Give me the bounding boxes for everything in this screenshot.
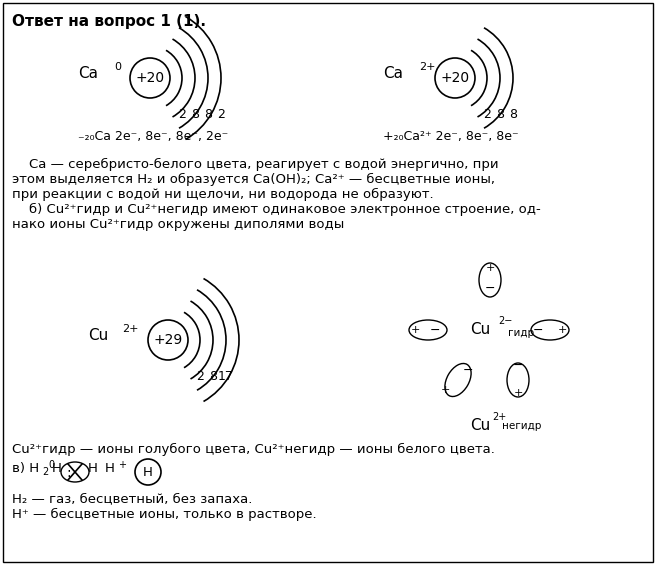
Text: +: + <box>440 385 449 395</box>
Text: H₂ — газ, бесцветный, без запаха.: H₂ — газ, бесцветный, без запаха. <box>12 492 253 505</box>
Text: 8: 8 <box>509 108 517 121</box>
Text: Са — серебристо-белого цвета, реагирует с водой энергично, при: Са — серебристо-белого цвета, реагирует … <box>12 158 499 171</box>
Text: негидр: негидр <box>502 421 541 431</box>
Text: 2: 2 <box>196 370 204 383</box>
Text: 8: 8 <box>209 370 217 383</box>
Text: 8: 8 <box>204 108 212 121</box>
Text: +29: +29 <box>154 333 182 347</box>
Text: 2: 2 <box>483 108 491 121</box>
Text: при реакции с водой ни щелочи, ни водорода не образуют.: при реакции с водой ни щелочи, ни водоро… <box>12 188 434 201</box>
Text: 0: 0 <box>114 62 121 72</box>
Text: 2: 2 <box>178 108 186 121</box>
Text: этом выделяется H₂ и образуется Ca(OH)₂; Ca²⁺ — бесцветные ионы,: этом выделяется H₂ и образуется Ca(OH)₂;… <box>12 173 495 186</box>
Text: −: − <box>533 324 543 337</box>
Text: 0: 0 <box>48 460 54 470</box>
Text: +: + <box>485 263 495 273</box>
Text: H⁺ — бесцветные ионы, только в растворе.: H⁺ — бесцветные ионы, только в растворе. <box>12 508 317 521</box>
Text: 2+: 2+ <box>122 324 138 334</box>
Text: 8: 8 <box>191 108 199 121</box>
Text: Ca: Ca <box>383 67 403 81</box>
Text: +: + <box>558 325 567 335</box>
Text: 8: 8 <box>496 108 504 121</box>
Text: 2: 2 <box>217 108 225 121</box>
Text: 2: 2 <box>42 467 49 477</box>
Text: 2+: 2+ <box>492 412 506 422</box>
Text: Cu: Cu <box>470 418 490 433</box>
Text: 2+: 2+ <box>419 62 436 72</box>
Text: +: + <box>410 325 420 335</box>
Text: нако ионы Cu²⁺гидр окружены диполями воды: нако ионы Cu²⁺гидр окружены диполями вод… <box>12 218 344 231</box>
Text: гидр: гидр <box>508 328 534 338</box>
Text: Cu²⁺гидр — ионы голубого цвета, Cu²⁺негидр — ионы белого цвета.: Cu²⁺гидр — ионы голубого цвета, Cu²⁺неги… <box>12 443 495 456</box>
Text: 17: 17 <box>218 370 234 383</box>
Text: −: − <box>485 281 495 294</box>
Text: H: H <box>143 466 153 479</box>
Text: в) H: в) H <box>12 462 39 475</box>
Text: Cu: Cu <box>470 323 490 337</box>
Text: :: : <box>67 466 72 480</box>
Text: H: H <box>88 462 98 475</box>
Text: −: − <box>513 359 523 372</box>
Text: 2−: 2− <box>498 316 512 326</box>
Text: Ca: Ca <box>78 67 98 81</box>
Text: +20: +20 <box>135 71 165 85</box>
Text: H: H <box>52 462 62 475</box>
Text: б) Cu²⁺гидр и Cu²⁺негидр имеют одинаковое электронное строение, од-: б) Cu²⁺гидр и Cu²⁺негидр имеют одинаково… <box>12 203 541 216</box>
Text: +20: +20 <box>440 71 470 85</box>
Text: H: H <box>105 462 115 475</box>
Text: −: − <box>430 324 440 337</box>
Text: +: + <box>513 388 523 398</box>
Text: +₂₀Ca²⁺ 2e⁻, 8e⁻, 8e⁻: +₂₀Ca²⁺ 2e⁻, 8e⁻, 8e⁻ <box>383 130 519 143</box>
Text: Cu: Cu <box>88 328 108 344</box>
Text: −: − <box>462 363 473 376</box>
Text: +: + <box>118 460 126 470</box>
Text: Ответ на вопрос 1 (1).: Ответ на вопрос 1 (1). <box>12 14 206 29</box>
Text: ₋₂₀Ca 2e⁻, 8e⁻, 8e⁻, 2e⁻: ₋₂₀Ca 2e⁻, 8e⁻, 8e⁻, 2e⁻ <box>78 130 228 143</box>
